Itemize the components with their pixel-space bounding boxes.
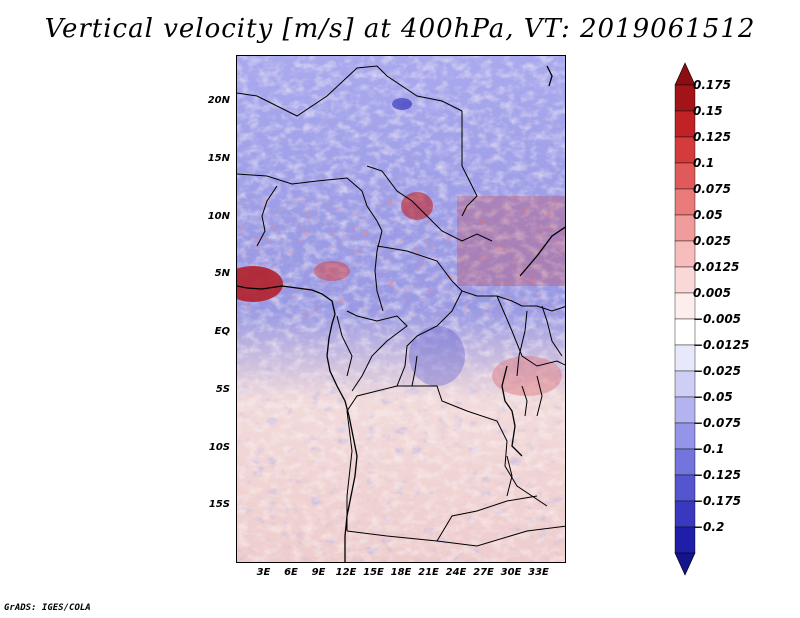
colorbar-segment: [674, 396, 696, 424]
lon-tick-label: 27E: [473, 567, 494, 578]
lon-tick-label: 21E: [418, 567, 439, 578]
colorbar-level-label: −0.05: [693, 390, 733, 404]
colorbar-segment: [674, 370, 696, 398]
colorbar-segment: [674, 500, 696, 528]
colorbar-level-label: −0.025: [693, 364, 742, 378]
colorbar-segment: [674, 344, 696, 372]
colorbar: [674, 62, 696, 576]
field-red-texture: [237, 196, 565, 316]
colorbar-level-label: 0.005: [693, 286, 731, 300]
sahara-downdraft: [392, 98, 412, 110]
colorbar-level-label: −0.075: [693, 416, 742, 430]
coastline: [237, 65, 565, 562]
lon-tick-label: 6E: [284, 567, 298, 578]
lakes-updraft: [492, 356, 562, 396]
colorbar-segment: [674, 318, 696, 346]
lat-tick-label: 20N: [207, 95, 230, 107]
colorbar-level-label: 0.075: [693, 182, 731, 196]
lakes: [411, 355, 543, 497]
lon-tick-label: 18E: [390, 567, 412, 578]
colorbar-segment: [674, 136, 696, 164]
lat-tick-label: 10S: [208, 441, 230, 453]
colorbar-level-label: 0.125: [693, 130, 731, 144]
colorbar-segment: [674, 448, 696, 476]
colorbar-level-label: 0.0125: [693, 260, 740, 274]
lat-tick-label: EQ: [214, 326, 230, 338]
lat-tick-label: 5S: [215, 383, 230, 395]
colorbar-segment: [674, 110, 696, 138]
map-panel: [236, 55, 566, 563]
gulf-of-guinea-updraft: [237, 266, 283, 302]
colorbar-level-label: 0.175: [693, 78, 731, 92]
map-canvas: [237, 56, 565, 562]
country-borders: [237, 65, 565, 547]
lon-tick-label: 15E: [363, 567, 384, 578]
colorbar-segment: [674, 292, 696, 320]
map-title: Vertical velocity [m/s] at 400hPa, VT: 2…: [44, 14, 756, 44]
lat-tick-label: 15S: [208, 499, 230, 511]
lon-tick-label: 33E: [528, 567, 549, 578]
colorbar-level-label: 0.1: [693, 156, 715, 170]
lon-tick-label: 30E: [500, 567, 522, 578]
lat-tick-label: 5N: [214, 268, 230, 280]
colorbar-level-label: −0.175: [693, 494, 742, 508]
colorbar-segment: [674, 266, 696, 294]
lat-tick-label: 10N: [207, 210, 230, 222]
colorbar-level-label: 0.025: [693, 234, 731, 248]
colorbar-level-label: 0.05: [693, 208, 723, 222]
lon-tick-label: 12E: [335, 567, 357, 578]
colorbar-segment: [674, 214, 696, 242]
lat-tick-label: 15N: [207, 152, 230, 164]
congo-downdraft: [409, 326, 465, 386]
colorbar-level-label: −0.125: [693, 468, 742, 482]
colorbar-level-label: −0.1: [693, 442, 725, 456]
lon-tick-label: 24E: [445, 567, 467, 578]
colorbar-segment: [674, 422, 696, 450]
colorbar-bottom-triangle: [674, 552, 696, 576]
lon-tick-label: 3E: [256, 567, 271, 578]
east-updraft-patch: [457, 196, 565, 286]
colorbar-segment: [674, 84, 696, 112]
colorbar-segment: [674, 474, 696, 502]
colorbar-level-label: −0.0125: [693, 338, 750, 352]
colorbar-segment: [674, 526, 696, 554]
colorbar-segment: [674, 240, 696, 268]
colorbar-segment: [674, 188, 696, 216]
colorbar-level-label: −0.005: [693, 312, 742, 326]
lon-tick-label: 9E: [311, 567, 326, 578]
colorbar-level-label: 0.15: [693, 104, 723, 118]
colorbar-top-triangle: [674, 62, 696, 86]
colorbar-level-label: −0.2: [693, 520, 725, 534]
coastal-updraft-cell: [314, 261, 350, 281]
credit-text: GrADS: IGES/COLA: [4, 603, 91, 613]
colorbar-segment: [674, 162, 696, 190]
